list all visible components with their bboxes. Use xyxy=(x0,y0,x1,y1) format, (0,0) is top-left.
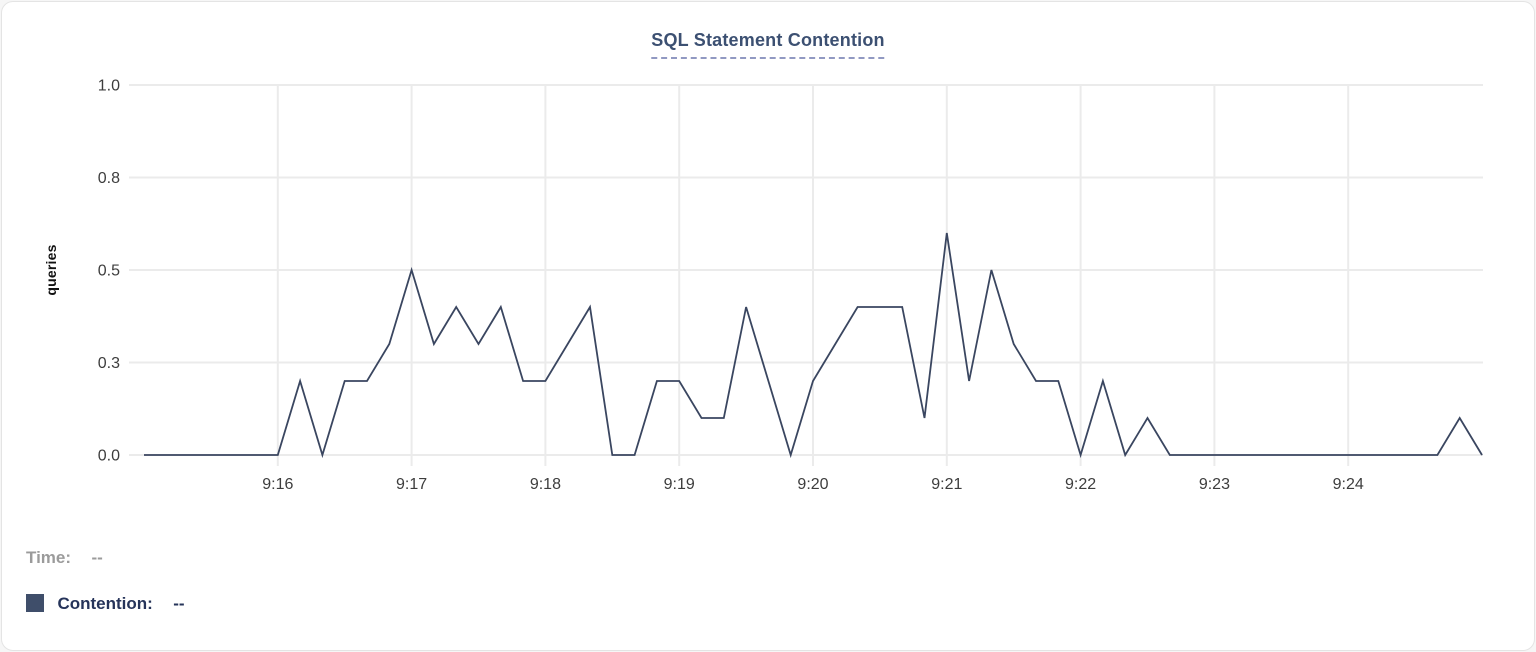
contention-value: -- xyxy=(173,594,185,613)
y-axis-title: queries xyxy=(43,244,59,296)
x-tick-label: 9:18 xyxy=(530,476,561,493)
y-tick-label: 0.0 xyxy=(98,448,120,465)
x-tick-label: 9:20 xyxy=(797,476,828,493)
y-tick-label: 0.5 xyxy=(98,263,120,280)
time-label: Time: xyxy=(26,548,72,567)
x-tick-label: 9:16 xyxy=(262,476,293,493)
x-tick-label: 9:23 xyxy=(1199,476,1230,493)
legend-item-contention: Contention: -- xyxy=(26,594,185,614)
hover-time-readout: Time: -- xyxy=(26,548,103,568)
chart-plot-area[interactable]: 0.0 0.3 0.5 0.8 1.0 9:16 9:17 9:18 9:19 9:20 9:21 9… xyxy=(2,2,1535,532)
y-tick-label: 0.8 xyxy=(98,170,120,187)
time-value: -- xyxy=(91,548,103,567)
contention-series-line xyxy=(144,232,1483,459)
x-tick-label: 9:24 xyxy=(1333,476,1364,493)
page-title[interactable]: SQL Statement Contention xyxy=(651,30,885,59)
x-tick-label: 9:21 xyxy=(931,476,962,493)
x-tick-label: 9:17 xyxy=(396,476,427,493)
contention-chart-svg[interactable]: 0.0 0.3 0.5 0.8 1.0 9:16 9:17 9:18 9:19 9:20 9:21 9… xyxy=(2,2,1535,532)
x-tick-label: 9:19 xyxy=(664,476,695,493)
x-tick-label: 9:22 xyxy=(1065,476,1096,493)
contention-swatch xyxy=(26,594,44,612)
y-tick-label: 1.0 xyxy=(98,78,120,95)
y-tick-label: 0.3 xyxy=(98,355,120,372)
contention-label: Contention: xyxy=(57,594,153,613)
